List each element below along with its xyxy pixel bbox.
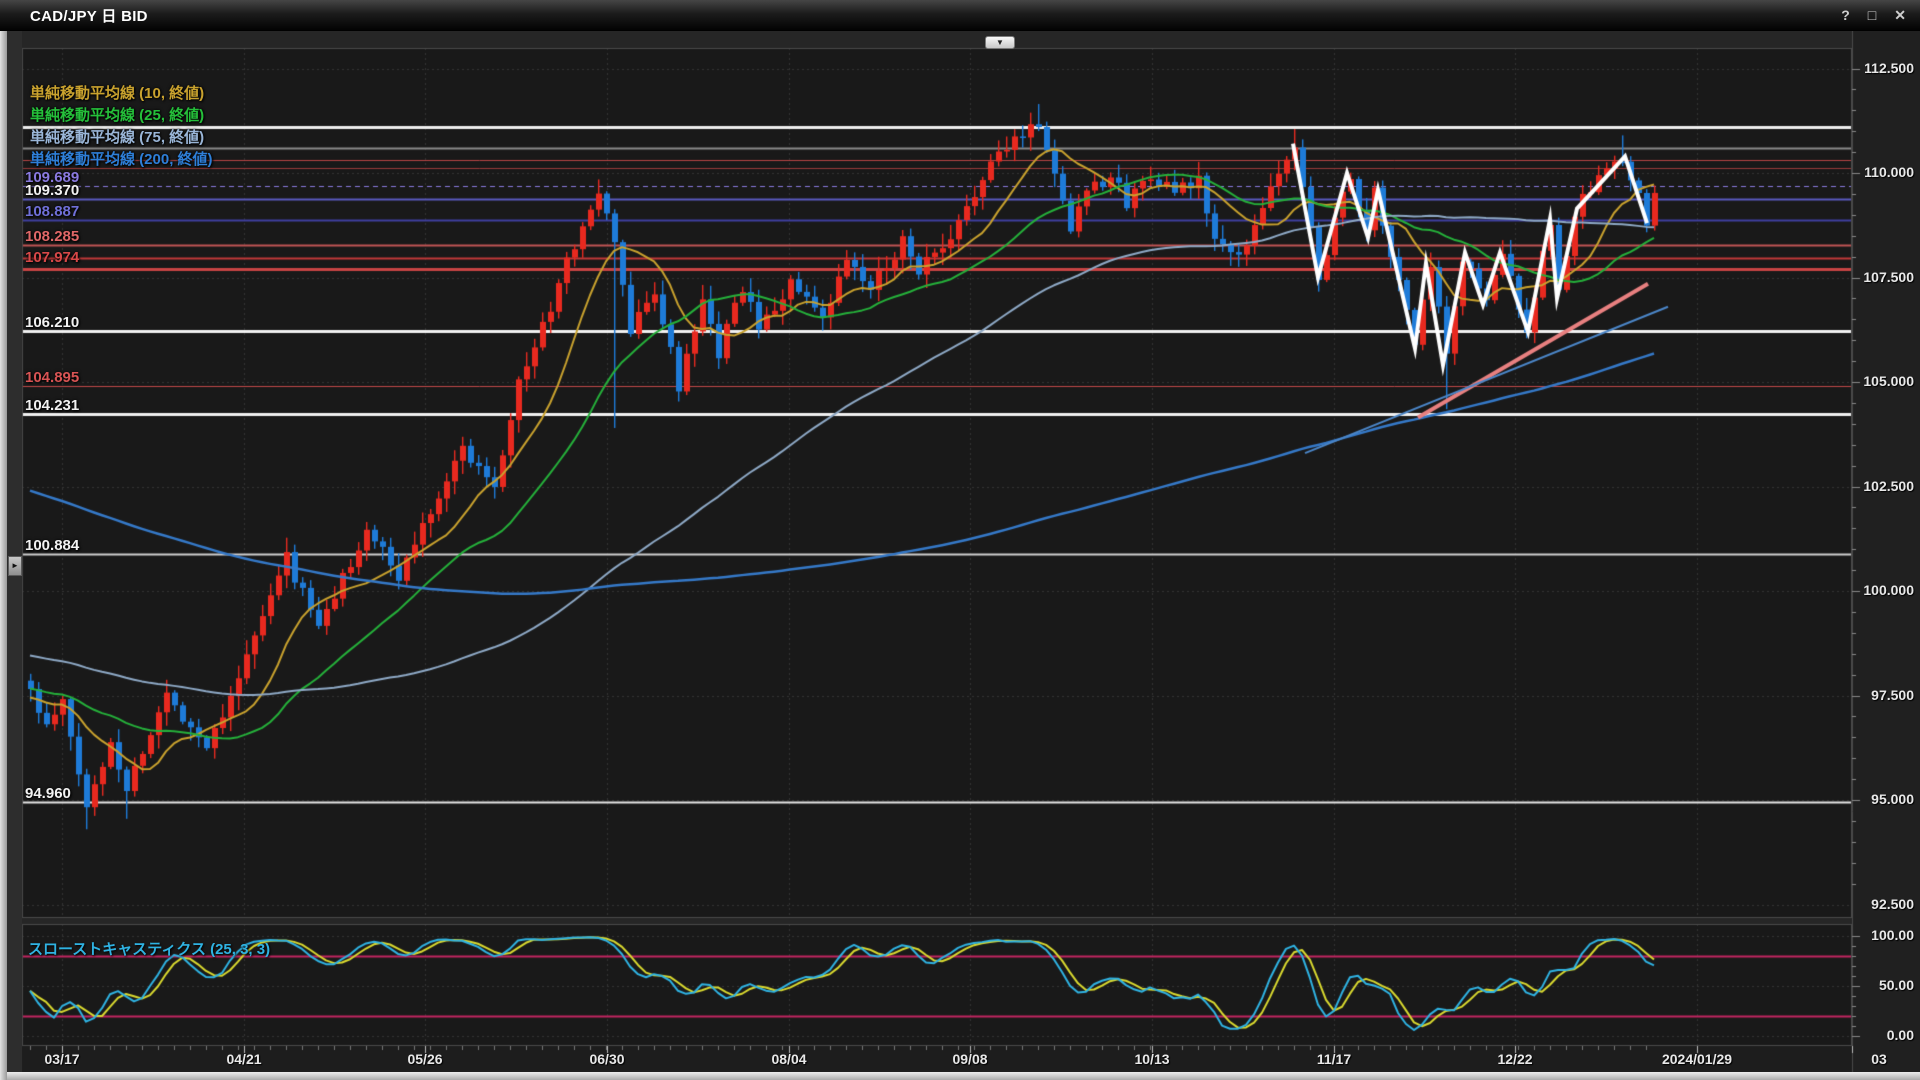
price-line-label: 104.231: [25, 397, 80, 415]
x-axis-label: 04/21: [226, 1051, 262, 1067]
price-line-label: 107.974: [25, 248, 80, 266]
left-splitter[interactable]: [0, 30, 7, 1080]
legend-sma10: 単純移動平均線 (10, 終値): [30, 85, 205, 102]
y-axis-label: 112.500: [1864, 59, 1914, 76]
x-axis-label: 09/08: [952, 1051, 988, 1067]
price-line-label: 109.370: [25, 182, 80, 200]
panel-expand-button[interactable]: ►: [8, 556, 22, 576]
stoch-axis-label: 100.00: [1871, 927, 1914, 943]
price-line-label: 109.689: [25, 168, 80, 186]
maximize-icon[interactable]: □: [1867, 7, 1877, 23]
collapse-chart-button[interactable]: ▼: [985, 36, 1015, 49]
y-axis-label: 102.500: [1863, 477, 1914, 494]
price-line-label: 94.960: [25, 784, 71, 802]
window-controls: ? □ ✕: [1841, 0, 1906, 30]
stoch-axis-label: 0.00: [1886, 1027, 1914, 1043]
y-axis-label: 107.500: [1863, 268, 1914, 285]
stoch-axis-label: 50.00: [1878, 977, 1914, 993]
help-icon[interactable]: ?: [1841, 7, 1850, 23]
x-axis-label: 03: [1871, 1051, 1887, 1067]
chevron-down-icon: ▼: [996, 38, 1004, 47]
x-axis-label: 06/30: [589, 1051, 625, 1067]
y-axis-label: 110.000: [1864, 164, 1914, 180]
legend-sma200: 単純移動平均線 (200, 終値): [30, 151, 213, 168]
close-icon[interactable]: ✕: [1894, 6, 1906, 23]
legend-sma25: 単純移動平均線 (25, 終値): [30, 107, 205, 124]
x-axis-label: 2024/01/29: [1661, 1051, 1733, 1067]
time-axis[interactable]: [22, 1046, 1852, 1072]
price-line-label: 100.884: [25, 537, 80, 555]
x-axis-label: 11/17: [1316, 1051, 1352, 1067]
play-icon: ►: [11, 561, 19, 570]
x-axis-label: 05/26: [407, 1051, 443, 1067]
y-axis-label: 92.500: [1871, 895, 1914, 912]
y-axis-label: 95.000: [1871, 791, 1914, 807]
x-axis-label: 12/22: [1497, 1051, 1533, 1067]
window-titlebar[interactable]: CAD/JPY 日 BID ? □ ✕: [0, 0, 1920, 31]
x-axis-label: 03/17: [44, 1051, 80, 1067]
price-line-label: 104.895: [25, 369, 80, 387]
price-line-label: 108.887: [25, 202, 80, 220]
y-axis-label: 97.500: [1871, 686, 1914, 703]
window-title: CAD/JPY 日 BID: [30, 7, 148, 25]
y-axis-label: 105.000: [1863, 373, 1914, 389]
x-axis-label: 08/04: [771, 1051, 807, 1067]
price-line-label: 106.210: [25, 314, 80, 332]
y-axis-label: 100.000: [1863, 582, 1914, 598]
x-axis-label: 10/13: [1134, 1051, 1170, 1067]
legend-sma75: 単純移動平均線 (75, 終値): [30, 129, 205, 146]
price-line-label: 108.285: [25, 227, 80, 245]
bottom-scrollbar[interactable]: [7, 1072, 1920, 1080]
stochastics-label: スローストキャスティクス (25, 3, 3): [28, 941, 271, 958]
left-gutter: [7, 30, 22, 1072]
